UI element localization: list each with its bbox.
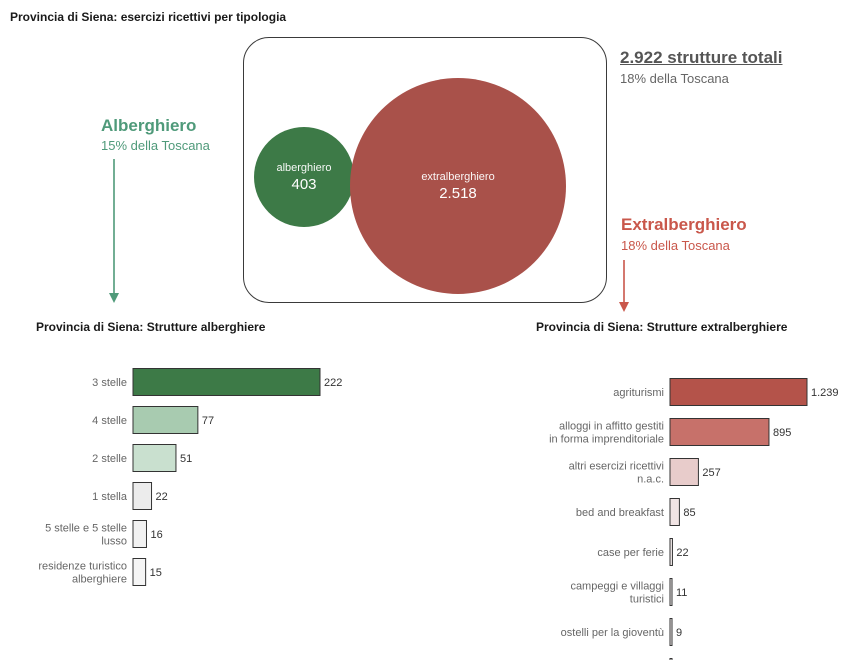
- bubble-label: extralberghiero: [421, 170, 495, 183]
- bar: [669, 418, 770, 446]
- bar: [132, 482, 153, 510]
- bar-value-label: 51: [180, 453, 192, 465]
- bar-value-label: 15: [150, 567, 162, 579]
- bar-value-label: 77: [202, 415, 214, 427]
- bar: [669, 658, 673, 660]
- bar: [669, 538, 673, 566]
- total-share: 18% della Toscana: [620, 71, 729, 86]
- bar: [669, 458, 699, 486]
- bubble-extralberghiero: extralberghiero 2.518: [350, 78, 566, 294]
- category-label: agriturismi: [613, 387, 664, 399]
- bar-value-label: 11: [676, 587, 687, 599]
- alberghiero-arrow: [109, 159, 119, 303]
- bubble-frame: [243, 37, 607, 303]
- bubble-label: alberghiero: [276, 161, 332, 174]
- extralberghiero-title: Extralberghiero: [621, 215, 747, 234]
- category-label: campeggi e villaggi turistici: [570, 581, 664, 606]
- bar-value-label: 257: [702, 467, 720, 479]
- total-structures: 2.922 strutture totali: [620, 48, 783, 67]
- category-label: altri esercizi ricettivi n.a.c.: [569, 461, 664, 486]
- bar: [132, 558, 147, 586]
- bar: [132, 520, 147, 548]
- bar-value-label: 16: [150, 529, 162, 541]
- page-title: Provincia di Siena: esercizi ricettivi p…: [10, 10, 287, 24]
- category-label: 1 stella: [92, 491, 128, 503]
- bubble-value: 2.518: [439, 184, 477, 202]
- bar-value-label: 222: [324, 377, 342, 389]
- chart-strutture-alberghiere: 222 3 stelle 77 4 stelle 51 2 stelle 22 1 stell…: [38, 368, 342, 586]
- chart-title-extralberghiere: Provincia di Siena: Strutture extralberg…: [536, 320, 788, 334]
- alberghiero-title: Alberghiero: [101, 116, 197, 135]
- bar-value-label: 9: [676, 627, 682, 639]
- bar-value-label: 22: [156, 491, 168, 503]
- bubble-alberghiero: alberghiero 403: [254, 127, 354, 227]
- category-label: 3 stelle: [92, 377, 127, 389]
- bar: [132, 406, 199, 434]
- category-label: case per ferie: [597, 547, 664, 559]
- category-label: alloggi in affitto gestiti in forma impre…: [549, 421, 664, 446]
- bar: [669, 578, 673, 606]
- bar-value-label: 1.239: [811, 387, 839, 399]
- category-label: residenze turistico alberghiere: [38, 561, 127, 586]
- category-label: 2 stelle: [92, 453, 127, 465]
- bar-value-label: 895: [773, 427, 791, 439]
- bar: [669, 618, 673, 646]
- bar: [669, 498, 680, 526]
- bar: [669, 378, 808, 406]
- extralberghiero-share: 18% della Toscana: [621, 238, 730, 253]
- bar-value-label: 85: [683, 507, 695, 519]
- chart-title-alberghiere: Provincia di Siena: Strutture alberghier…: [36, 320, 266, 334]
- category-label: 4 stelle: [92, 415, 127, 427]
- bar: [132, 444, 177, 472]
- chart-strutture-extralberghiere: 1.239 agriturismi 895 alloggi in affitto ge…: [549, 378, 839, 660]
- category-label: 5 stelle e 5 stelle lusso: [45, 523, 127, 548]
- bar: [132, 368, 321, 396]
- bubble-value: 403: [291, 175, 317, 193]
- category-label: bed and breakfast: [576, 507, 664, 519]
- bar-value-label: 22: [676, 547, 688, 559]
- extralberghiero-arrow: [619, 260, 629, 312]
- category-label: ostelli per la gioventù: [561, 627, 664, 639]
- alberghiero-share: 15% della Toscana: [101, 138, 210, 153]
